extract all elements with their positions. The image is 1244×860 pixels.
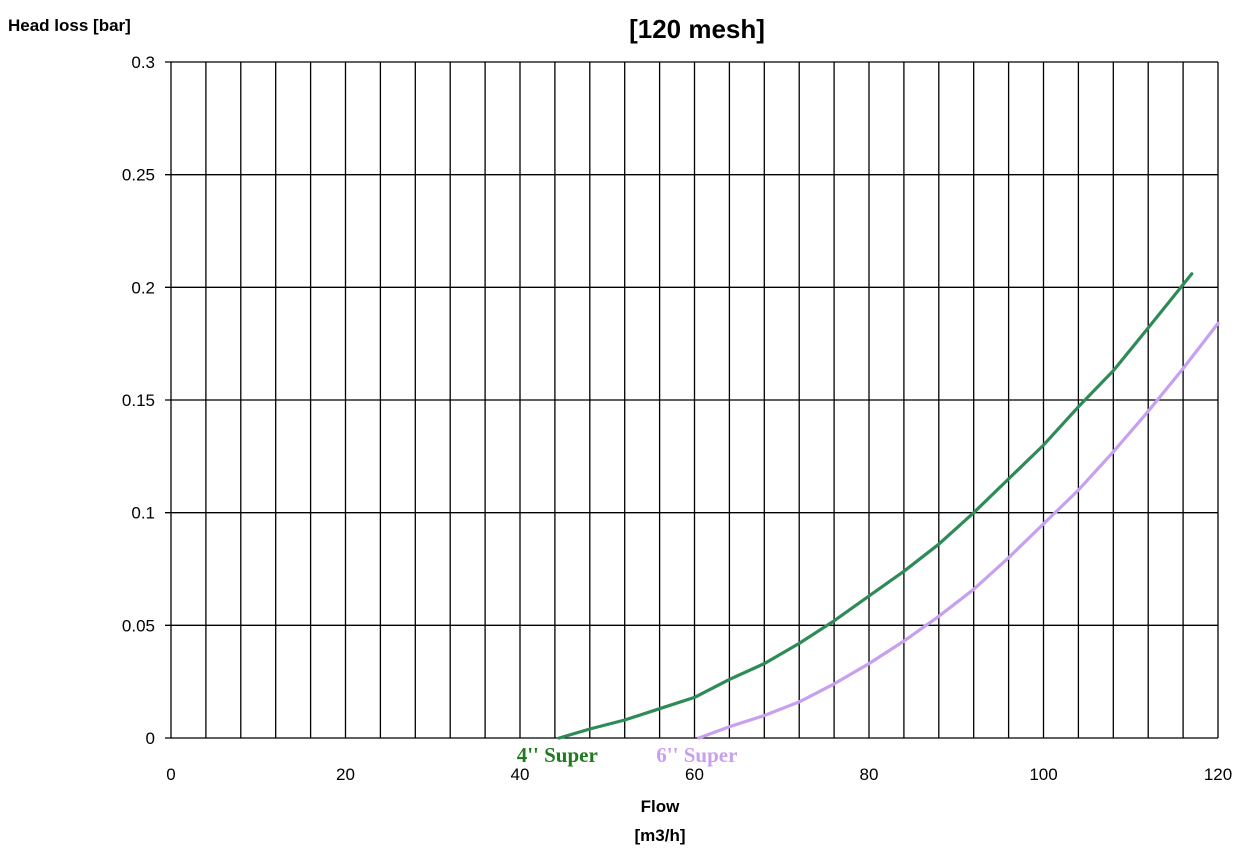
y-tick-label: 0.15 [122,391,155,410]
series-line-1 [697,321,1220,740]
chart-title: [120 mesh] [629,14,765,44]
x-tick-label: 100 [1029,765,1057,784]
y-tick-label: 0.3 [131,53,155,72]
x-tick-label: 60 [685,765,704,784]
y-axis-label: Head loss [bar] [8,16,131,35]
series-label-0: 4'' Super [517,743,598,767]
series-labels: 4'' Super 6'' Super [517,743,738,767]
series-lines [557,272,1220,740]
x-axis-label-line1: Flow [641,797,680,816]
y-tick-label: 0 [146,729,155,748]
x-tick-label: 20 [336,765,355,784]
x-tick-labels: 0 20 40 60 80 100 120 [166,765,1232,784]
x-tick-label: 120 [1204,765,1232,784]
x-axis-label-line2: [m3/h] [635,826,686,845]
grid [165,61,1219,739]
y-tick-label: 0.1 [131,504,155,523]
y-tick-label: 0.25 [122,166,155,185]
x-tick-label: 40 [511,765,530,784]
y-tick-label: 0.2 [131,278,155,297]
x-tick-label: 0 [166,765,175,784]
x-tick-label: 80 [860,765,879,784]
y-tick-label: 0.05 [122,616,155,635]
series-line-0 [557,272,1194,740]
y-tick-labels: 0 0.05 0.1 0.15 0.2 0.25 0.3 [122,53,155,748]
series-label-1: 6'' Super [656,743,737,767]
